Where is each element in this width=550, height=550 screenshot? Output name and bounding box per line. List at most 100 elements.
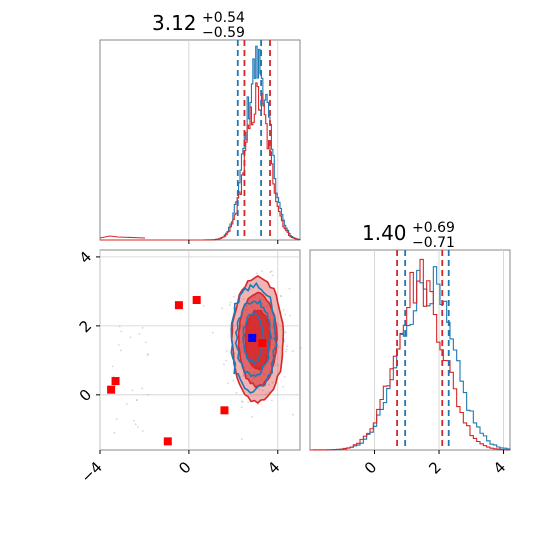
scatter-point	[134, 423, 137, 426]
scatter-point	[146, 353, 149, 355]
scatter-point	[235, 391, 238, 394]
scatter-point	[289, 314, 292, 317]
histogram-series	[100, 82, 301, 241]
chart-title: 3.12 +0.54 −0.59	[152, 10, 245, 41]
scatter-point	[141, 430, 144, 432]
scatter-point	[138, 332, 141, 335]
scatter-point	[232, 295, 235, 298]
scatter-point	[225, 350, 228, 352]
x-tick-label: 4	[490, 458, 509, 477]
scatter-point	[211, 331, 214, 334]
red-marker	[111, 377, 120, 386]
histograms	[99, 45, 301, 241]
scatter-point	[282, 385, 285, 388]
scatter-point	[277, 345, 280, 348]
scatter-point	[271, 381, 274, 384]
scatter-point	[279, 294, 282, 297]
scatter-point	[131, 389, 134, 392]
title-upper: +0.69	[412, 220, 455, 236]
y-tick-labels: 0 2 4	[76, 248, 100, 405]
scatter-point	[133, 419, 136, 422]
scatter-point	[282, 308, 285, 311]
quantile-lines	[396, 250, 450, 450]
scatter-point	[264, 392, 267, 395]
red-marker	[174, 301, 183, 310]
scatter-point	[228, 304, 231, 307]
scatter-point	[250, 415, 253, 418]
x-tick-labels: 0 2 4	[361, 450, 509, 478]
red-contour	[244, 309, 271, 371]
scatter-point	[269, 271, 272, 273]
scatter-point	[288, 287, 291, 290]
scatter-point	[221, 307, 224, 310]
scatter-point	[202, 304, 205, 307]
histograms	[309, 258, 511, 451]
scatter-point	[291, 413, 294, 416]
red-marker	[258, 339, 267, 348]
scatter-point	[145, 341, 148, 344]
scatter-point	[241, 400, 244, 403]
scatter-point	[270, 270, 273, 273]
red-marker	[192, 296, 201, 304]
y-tick-label: 4	[76, 248, 95, 267]
x-tick-label: 4	[264, 458, 283, 477]
x-tick-label: 2	[425, 458, 444, 477]
title-value: 3.12	[152, 11, 197, 35]
scatter-point	[225, 359, 228, 362]
scatter-point	[117, 344, 120, 346]
histogram-series	[309, 258, 511, 451]
scatter-point	[129, 336, 132, 339]
chart-title: 1.40 +0.69 −0.71	[362, 220, 455, 251]
scatter-point	[291, 350, 294, 353]
scatter-point	[111, 365, 114, 368]
scatter-point	[261, 389, 264, 392]
panel-hist-param2: 0 2 4 1.40 +0.69 −0.71	[309, 220, 511, 478]
markers	[107, 296, 267, 446]
contours	[230, 274, 285, 405]
red-marker	[163, 437, 172, 446]
scatter-point	[135, 398, 138, 401]
quantile-lines	[188, 40, 279, 244]
title-lower: −0.59	[202, 25, 245, 41]
scatter-point	[227, 382, 230, 385]
scatter-point	[141, 326, 144, 329]
scatter-point	[147, 393, 150, 396]
scatter-point	[299, 397, 302, 399]
blue-marker	[248, 333, 257, 342]
x-tick-label: 0	[175, 458, 194, 477]
blue-contour	[234, 299, 273, 378]
x-tick-labels: −4 0 4	[77, 450, 284, 486]
scatter-point	[300, 346, 302, 349]
scatter-point	[268, 383, 270, 386]
scatter-point	[274, 364, 277, 367]
scatter-point	[141, 387, 144, 390]
title-lower: −0.71	[412, 235, 455, 251]
title-value: 1.40	[362, 221, 407, 245]
scatter-point	[240, 438, 243, 440]
grid	[374, 250, 504, 450]
scatter-point	[242, 298, 245, 301]
scatter-point	[223, 363, 225, 366]
blue-contour	[242, 312, 266, 365]
scatter-point	[125, 403, 128, 405]
scatter-point	[284, 331, 287, 334]
scatter-point	[119, 349, 122, 352]
scatter-point	[249, 288, 252, 291]
scatter-point	[115, 418, 118, 420]
x-tick-label: −4	[77, 458, 105, 486]
scatter-point	[277, 363, 279, 366]
title-upper: +0.54	[202, 10, 245, 26]
histogram-tail	[99, 235, 146, 239]
scatter-point	[258, 388, 260, 391]
panel-contour: −4 0 4 0 2 4	[76, 248, 302, 486]
blue-contour	[230, 281, 278, 394]
red-marker	[220, 406, 229, 415]
panel-hist-param1: 3.12 +0.54 −0.59	[99, 10, 301, 244]
scatter-point	[277, 322, 279, 325]
scatter-point	[232, 379, 235, 382]
scatter-point	[233, 352, 236, 355]
scatter-point	[270, 399, 273, 402]
scatter-point	[286, 345, 289, 348]
scatter-point	[267, 391, 270, 393]
